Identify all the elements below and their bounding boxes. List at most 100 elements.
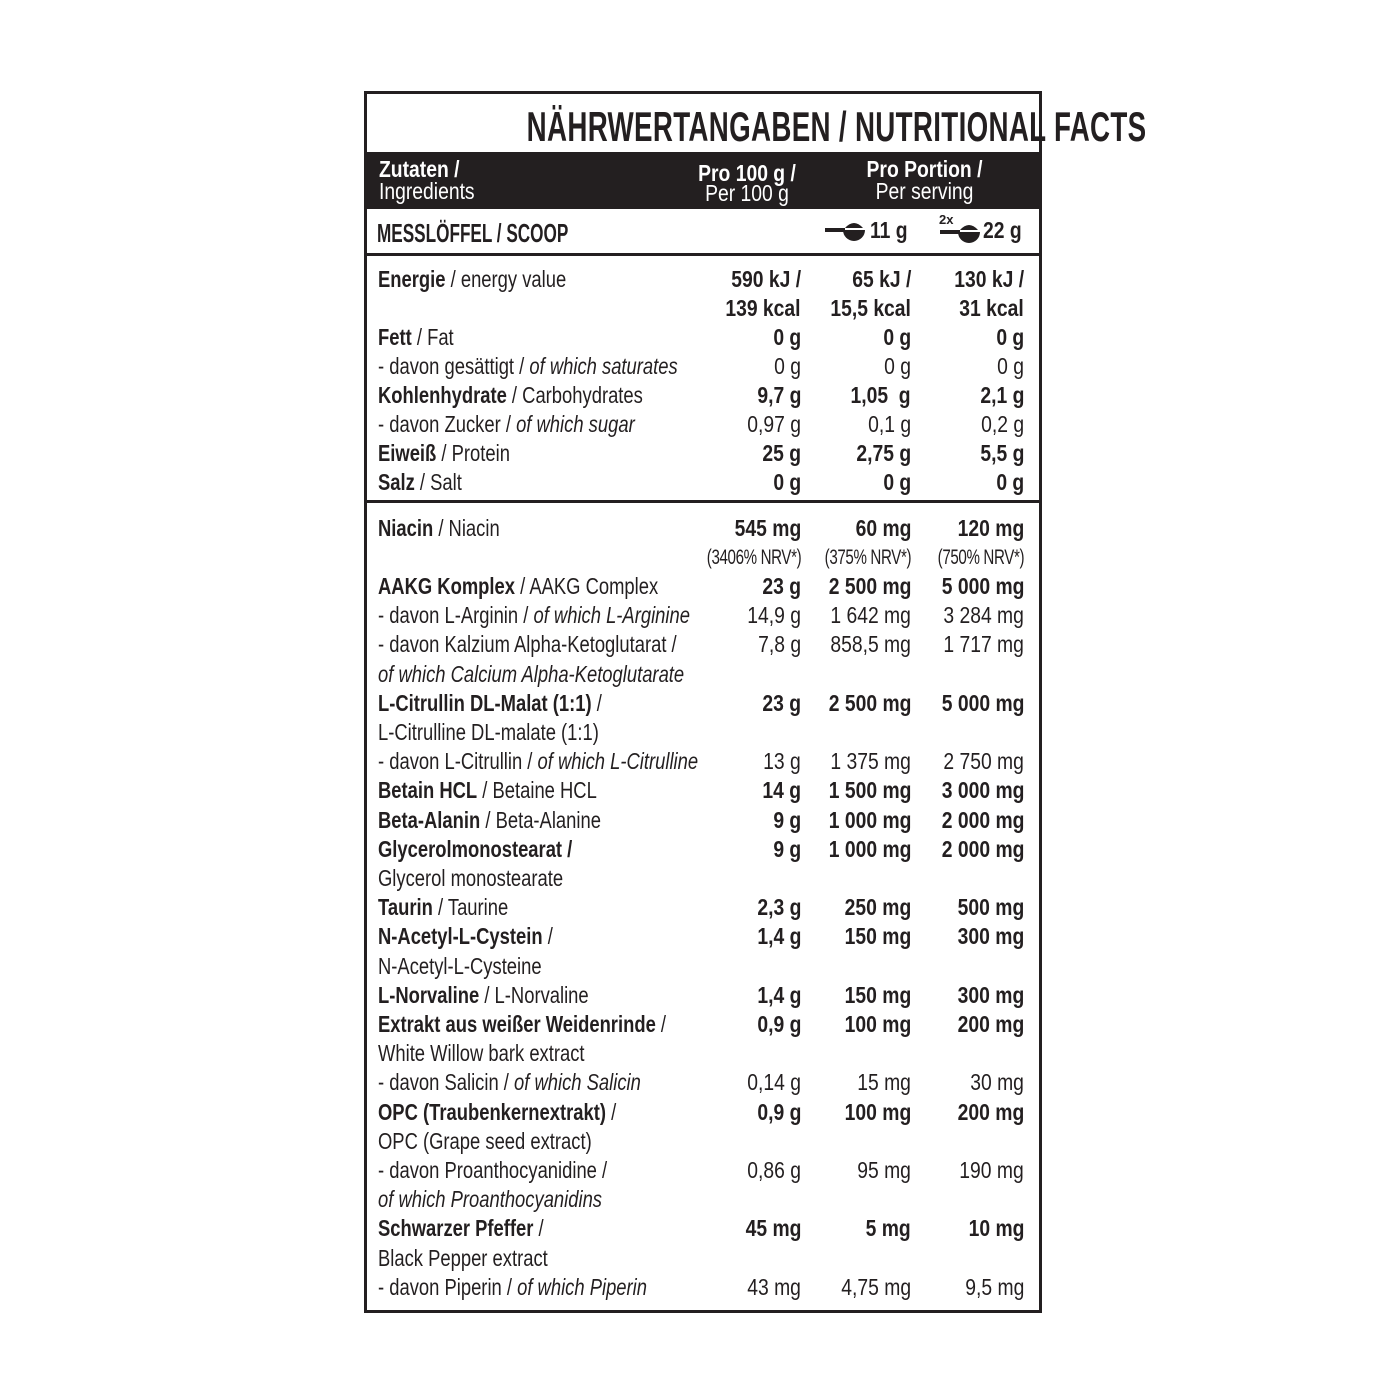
value-per-serving: 300 mg bbox=[957, 923, 1024, 950]
value-per-scoop: 2 500 mg bbox=[828, 689, 911, 716]
value-per-serving: 2 000 mg bbox=[941, 806, 1024, 833]
label-segment: / Beta-Alanine bbox=[480, 806, 601, 833]
scoop-double-prefix: 2x bbox=[939, 212, 954, 227]
label-segment: / bbox=[606, 1098, 617, 1125]
label-segment: L-Norvaline bbox=[378, 981, 480, 1008]
nutrient-row: Kohlenhydrate / Carbohydrates 9,7 g 1,05 g… bbox=[367, 381, 1039, 410]
nutrient-label: - davon Kalzium Alpha-Ketoglutarat / bbox=[378, 630, 677, 659]
label-segment: - davon Zucker / bbox=[378, 410, 517, 437]
value-per-serving: 9,5 mg bbox=[964, 1273, 1024, 1300]
nutrient-row: - davon Salicin / of which Salicin 0,14 g… bbox=[367, 1068, 1039, 1097]
label-segment: Eiweiß bbox=[378, 439, 437, 466]
nutrient-label: - davon L-Citrullin / of which L-Citrull… bbox=[378, 747, 698, 776]
nutrient-row: Black Pepper extract bbox=[367, 1244, 1039, 1273]
label-segment: Glycerol monostearate bbox=[378, 864, 564, 891]
label-segment: L-Citrulline DL-malate (1:1) bbox=[378, 718, 599, 745]
label-segment: N-Acetyl-L-Cystein bbox=[378, 923, 543, 950]
value-per-scoop: 15 mg bbox=[857, 1069, 911, 1096]
value-per-100g: 2,3 g bbox=[756, 894, 801, 921]
value-per-scoop: 1,05 g bbox=[850, 381, 911, 408]
value-per-scoop: 100 mg bbox=[844, 1098, 911, 1125]
value-per-100g: 7,8 g bbox=[758, 631, 801, 658]
nutrient-row: AAKG Komplex / AAKG Complex 23 g 2 500 mg 5… bbox=[367, 572, 1039, 601]
value-per-scoop: 65 kJ / bbox=[851, 265, 911, 292]
label-segment: N-Acetyl-L-Cysteine bbox=[378, 952, 542, 979]
nutrient-label: Taurin / Taurine bbox=[378, 893, 508, 922]
value-per-100g: 1,4 g bbox=[756, 923, 801, 950]
label-segment: OPC (Traubenkernextrakt) bbox=[378, 1098, 607, 1125]
value-per-scoop: 150 mg bbox=[844, 923, 911, 950]
header-per100-en: Per 100 g bbox=[705, 180, 789, 206]
label-segment: of which Calcium Alpha-Ketoglutarate bbox=[378, 660, 685, 687]
value-per-100g: 590 kJ / bbox=[731, 265, 801, 292]
label-segment: / Taurine bbox=[432, 894, 509, 921]
nutrient-label: N-Acetyl-L-Cysteine bbox=[378, 952, 542, 981]
nutrient-row: Schwarzer Pfeffer / 45 mg 5 mg 10 mg bbox=[367, 1214, 1039, 1243]
header-ingredients-de: Zutaten / bbox=[379, 156, 460, 182]
table-title: NÄHRWERTANGABEN / NUTRITIONAL FACTS bbox=[367, 100, 1147, 154]
value-per-100g: 13 g bbox=[763, 748, 801, 775]
value-per-scoop: 95 mg bbox=[857, 1156, 911, 1183]
value-per-serving: 0 g bbox=[996, 323, 1024, 350]
label-segment: / L-Norvaline bbox=[479, 981, 589, 1008]
label-segment: / bbox=[542, 923, 553, 950]
label-segment: Glycerolmonostearat / bbox=[378, 835, 573, 862]
nutrient-label: Niacin / Niacin bbox=[378, 514, 500, 543]
value-per-scoop: 4,75 mg bbox=[841, 1273, 911, 1300]
column-header-band: Zutaten / Ingredients Pro 100 g / Per 10… bbox=[367, 152, 1039, 209]
label-segment: of which L-Arginine bbox=[533, 602, 690, 629]
nutrient-row: of which Calcium Alpha-Ketoglutarate bbox=[367, 660, 1039, 689]
value-per-serving: 0 g bbox=[997, 352, 1024, 379]
nutrient-label: - davon L-Arginin / of which L-Arginine bbox=[378, 601, 690, 630]
value-per-scoop: 858,5 mg bbox=[830, 631, 911, 658]
nutrient-row: L-Citrullin DL-Malat (1:1) / 23 g 2 500 mg… bbox=[367, 689, 1039, 718]
value-per-100g: 45 mg bbox=[745, 1215, 801, 1242]
nutrient-row: Niacin / Niacin 545 mg 60 mg 120 mg bbox=[367, 514, 1039, 543]
label-segment: / bbox=[591, 689, 602, 716]
nutrient-row: N-Acetyl-L-Cysteine bbox=[367, 952, 1039, 981]
value-per-serving: 190 mg bbox=[959, 1156, 1024, 1183]
label-segment: - davon Salicin / bbox=[378, 1069, 515, 1096]
nutrient-label: L-Citrulline DL-malate (1:1) bbox=[378, 718, 599, 747]
value-per-serving: 5,5 g bbox=[979, 439, 1024, 466]
label-segment: Energie bbox=[378, 265, 446, 292]
value-per-100g: 0 g bbox=[773, 468, 801, 495]
scoop-double-icon bbox=[940, 225, 980, 243]
nutrient-label: OPC (Traubenkernextrakt) / bbox=[378, 1098, 616, 1127]
value-per-100g: (3406% NRV*) bbox=[706, 545, 801, 569]
value-per-100g: 0,14 g bbox=[747, 1069, 801, 1096]
label-segment: / bbox=[655, 1010, 667, 1037]
value-per-100g: 14,9 g bbox=[747, 602, 801, 629]
label-segment: White Willow bark extract bbox=[378, 1040, 585, 1067]
label-segment: of which saturates bbox=[529, 352, 678, 379]
value-per-100g: 0,86 g bbox=[747, 1156, 801, 1183]
value-per-scoop: 0 g bbox=[883, 468, 911, 495]
label-segment: Taurin bbox=[378, 894, 433, 921]
value-per-scoop: 0 g bbox=[884, 352, 911, 379]
label-segment: Extrakt aus weißer Weidenrinde bbox=[378, 1010, 656, 1037]
label-segment: Beta-Alanin bbox=[378, 806, 481, 833]
nutrient-row: - davon L-Arginin / of which L-Arginine 1… bbox=[367, 601, 1039, 630]
value-per-scoop: 15,5 kcal bbox=[830, 294, 911, 321]
label-segment: - davon Kalzium Alpha-Ketoglutarat / bbox=[378, 631, 677, 658]
value-per-serving: 5 000 mg bbox=[941, 689, 1024, 716]
nutrient-label: - davon Piperin / of which Piperin bbox=[378, 1273, 647, 1302]
nutrient-row: Glycerol monostearate bbox=[367, 864, 1039, 893]
nutrient-row: Eiweiß / Protein 25 g 2,75 g 5,5 g bbox=[367, 439, 1039, 468]
nutrient-row: - davon L-Citrullin / of which L-Citrull… bbox=[367, 747, 1039, 776]
nutrient-label: White Willow bark extract bbox=[378, 1039, 585, 1068]
value-per-100g: 0,9 g bbox=[756, 1098, 801, 1125]
nutrient-row: - davon Zucker / of which sugar 0,97 g 0,1… bbox=[367, 410, 1039, 439]
value-per-serving: 1 717 mg bbox=[943, 631, 1024, 658]
value-per-serving: 200 mg bbox=[957, 1010, 1024, 1037]
label-segment: / Betaine HCL bbox=[477, 777, 597, 804]
value-per-100g: 23 g bbox=[762, 572, 801, 599]
value-per-serving: 200 mg bbox=[957, 1098, 1024, 1125]
label-segment: of which Piperin bbox=[517, 1273, 647, 1300]
value-per-100g: 23 g bbox=[762, 689, 801, 716]
label-segment: AAKG Komplex bbox=[378, 572, 515, 599]
nutrient-row: Taurin / Taurine 2,3 g 250 mg 500 mg bbox=[367, 893, 1039, 922]
label-segment: of which Salicin bbox=[514, 1069, 641, 1096]
header-per100-de: Pro 100 g / bbox=[698, 160, 796, 186]
value-per-serving: 3 000 mg bbox=[941, 777, 1024, 804]
